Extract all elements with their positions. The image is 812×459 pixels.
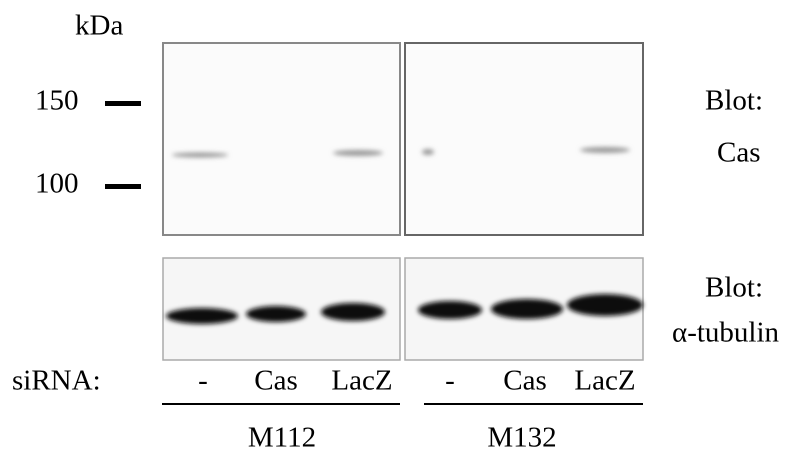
marker-label: 150 [35,85,79,117]
group-label: M112 [248,422,316,454]
lane-label: LacZ [331,365,392,397]
lane-label: Cas [503,365,547,397]
blot-label: α-tubulin [672,317,780,349]
sirna-label: siRNA: [12,365,101,397]
lane-label: - [198,365,208,397]
group-label: M132 [487,422,556,454]
lane-label: Cas [254,365,298,397]
blot-panel [404,42,644,236]
blot-label: Blot: [705,272,763,304]
marker-unit: kDa [75,10,123,42]
faint-bands [172,147,630,158]
marker-dash [105,101,141,106]
lane-label: - [445,365,455,397]
marker-label: 100 [35,168,79,200]
marker-dash [105,184,141,189]
tubulin-bands [166,294,643,324]
blot-label: Cas [717,137,761,169]
blot-label: Blot: [705,85,763,117]
lane-label: LacZ [574,365,635,397]
blot-panel [162,42,401,236]
